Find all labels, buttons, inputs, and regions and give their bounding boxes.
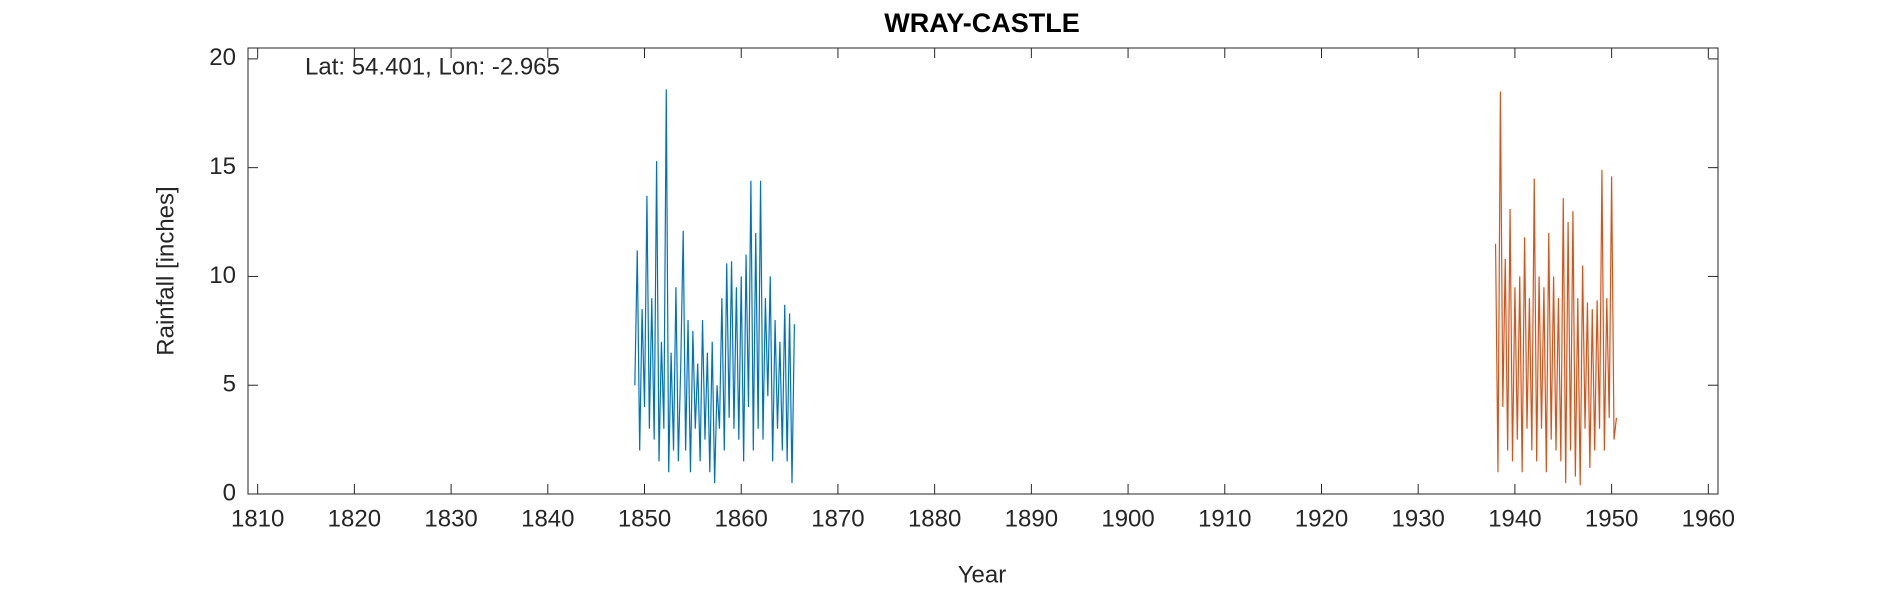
x-tick-label: 1840 xyxy=(521,505,574,532)
x-tick-label: 1910 xyxy=(1198,505,1251,532)
x-tick-label: 1960 xyxy=(1682,505,1735,532)
y-tick-label: 15 xyxy=(209,153,236,180)
x-tick-label: 1920 xyxy=(1295,505,1348,532)
x-tick-label: 1940 xyxy=(1488,505,1541,532)
chart-title: WRAY-CASTLE xyxy=(884,8,1080,38)
x-tick-label: 1890 xyxy=(1005,505,1058,532)
y-axis-label: Rainfall [inches] xyxy=(152,186,179,355)
x-tick-label: 1930 xyxy=(1392,505,1445,532)
x-tick-label: 1860 xyxy=(715,505,768,532)
y-tick-label: 0 xyxy=(223,479,236,506)
x-tick-label: 1870 xyxy=(811,505,864,532)
x-tick-label: 1830 xyxy=(424,505,477,532)
x-tick-label: 1820 xyxy=(328,505,381,532)
x-tick-label: 1880 xyxy=(908,505,961,532)
x-tick-label: 1850 xyxy=(618,505,671,532)
x-tick-label: 1900 xyxy=(1101,505,1154,532)
x-tick-label: 1950 xyxy=(1585,505,1638,532)
axes-box xyxy=(247,47,1719,495)
y-tick-label: 5 xyxy=(223,371,236,398)
data-line xyxy=(1494,91,1618,486)
data-line xyxy=(634,89,796,484)
y-tick-label: 10 xyxy=(209,262,236,289)
annotation: Lat: 54.401, Lon: -2.965 xyxy=(305,53,560,80)
x-axis-label: Year xyxy=(958,561,1007,588)
y-tick-label: 20 xyxy=(209,44,236,71)
x-tick-label: 1810 xyxy=(231,505,284,532)
